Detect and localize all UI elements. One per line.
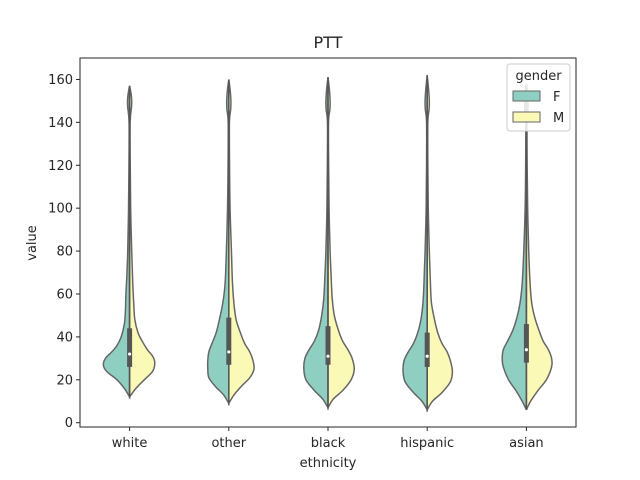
x-tick-label-hispanic: hispanic: [400, 436, 454, 451]
y-tick-label-40: 40: [56, 330, 73, 345]
violin-black: [303, 77, 356, 411]
x-tick-label-asian: asian: [509, 436, 544, 451]
y-tick-label-160: 160: [48, 73, 73, 88]
violin-white-F: [102, 85, 131, 400]
legend-title: gender: [515, 69, 562, 84]
y-axis: 0 20 40 60 80 100 120 140 160: [48, 73, 80, 431]
legend-swatch-M: [512, 111, 541, 123]
violin-white: [102, 85, 156, 400]
violin-hispanic-F: [402, 75, 428, 413]
iqr-box-other: [226, 317, 232, 365]
median-asian: [524, 348, 529, 352]
y-tick-label-80: 80: [56, 245, 73, 260]
violin-black-F: [303, 77, 329, 411]
violin-asian-F: [501, 83, 528, 411]
plot-area: [102, 75, 553, 413]
x-tick-label-other: other: [211, 436, 246, 451]
violin-hispanic-M: [426, 75, 454, 413]
y-tick-label-120: 120: [48, 159, 73, 174]
x-tick-label-white: white: [112, 436, 148, 451]
y-tick-label-0: 0: [65, 416, 73, 431]
median-white: [128, 352, 132, 356]
median-hispanic: [425, 354, 429, 358]
legend-label-F: F: [553, 90, 560, 105]
iqr-box-white: [127, 328, 133, 367]
violin-hispanic: [402, 75, 454, 413]
x-tick-label-black: black: [311, 436, 346, 451]
iqr-box-asian: [523, 324, 529, 363]
violin-other: [206, 79, 255, 407]
violin-asian-M: [525, 83, 553, 411]
legend-label-M: M: [553, 111, 564, 126]
legend-swatch-F: [512, 90, 541, 102]
iqr-box-hispanic: [424, 332, 430, 367]
x-axis-title: ethnicity: [300, 456, 357, 471]
median-other: [227, 350, 231, 354]
legend: gender FM: [506, 63, 571, 132]
iqr-box-black: [325, 326, 331, 365]
violin-other-F: [206, 79, 230, 407]
y-axis-title: value: [25, 225, 40, 261]
y-tick-label-20: 20: [56, 373, 73, 388]
violin-white-M: [128, 85, 156, 400]
median-black: [326, 354, 330, 358]
y-tick-label-140: 140: [48, 116, 73, 131]
y-tick-label-60: 60: [56, 287, 73, 302]
violin-asian: [501, 83, 553, 411]
violin-black-M: [327, 77, 356, 411]
chart-title: PTT: [314, 33, 343, 52]
y-tick-label-100: 100: [48, 202, 73, 217]
violin-other-M: [228, 79, 255, 407]
x-axis: white other black hispanic asian: [112, 427, 544, 451]
